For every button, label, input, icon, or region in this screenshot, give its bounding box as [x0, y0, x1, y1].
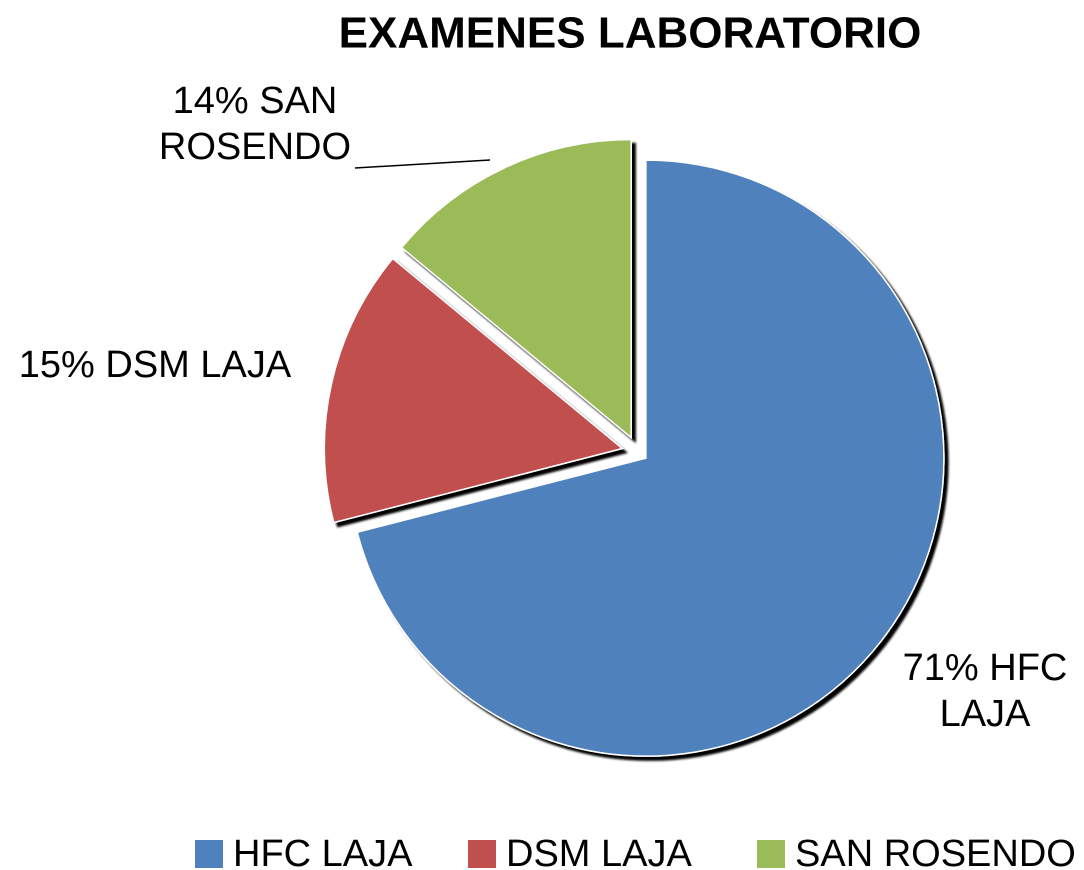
- legend-label: SAN ROSENDO: [795, 833, 1076, 870]
- data-label: 14% SAN ROSENDO: [158, 80, 352, 168]
- legend-swatch: [468, 840, 496, 868]
- legend-label: DSM LAJA: [506, 833, 692, 870]
- leader-line: [354, 159, 491, 169]
- legend-swatch: [195, 840, 223, 868]
- data-label: 71% HFC LAJA: [902, 647, 1068, 735]
- data-label: 15% DSM LAJA: [18, 344, 292, 386]
- legend-label: HFC LAJA: [233, 833, 413, 870]
- pie-slice: [400, 138, 632, 440]
- legend-swatch: [757, 840, 785, 868]
- pie-slice: [356, 159, 945, 757]
- chart-title: EXAMENES LABORATORIO: [339, 9, 922, 58]
- pie-slice: [323, 257, 624, 524]
